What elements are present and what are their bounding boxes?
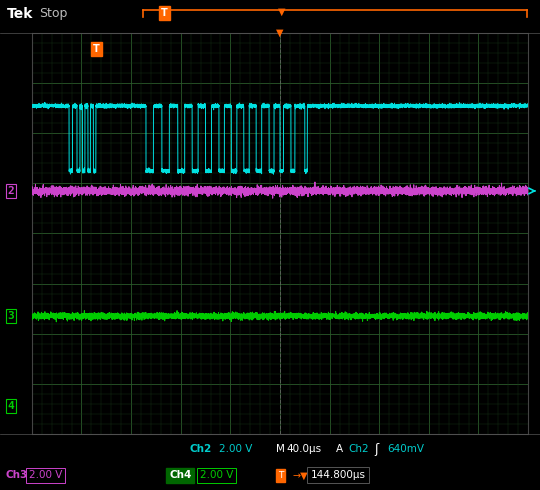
Text: 144.800μs: 144.800μs (310, 470, 366, 480)
Text: 3: 3 (8, 311, 15, 321)
Text: Stop: Stop (39, 7, 68, 20)
Text: 40.0μs: 40.0μs (286, 444, 321, 454)
Text: Ch4: Ch4 (169, 470, 191, 480)
Text: T: T (93, 44, 99, 54)
Text: M: M (276, 444, 285, 454)
Text: 2.00 V: 2.00 V (200, 470, 233, 480)
Text: T: T (161, 8, 168, 18)
Text: A: A (336, 444, 343, 454)
Text: Ch2: Ch2 (189, 444, 211, 454)
Text: Ch2: Ch2 (348, 444, 369, 454)
Text: T: T (278, 471, 284, 480)
Text: 4: 4 (8, 401, 15, 411)
Text: Ch3: Ch3 (5, 470, 28, 480)
Text: ▼: ▼ (276, 28, 284, 38)
Text: 2: 2 (8, 186, 15, 196)
Text: 640mV: 640mV (388, 444, 425, 454)
Text: 2.00 V: 2.00 V (219, 444, 252, 454)
Text: →▼: →▼ (293, 470, 308, 480)
Text: ʃ: ʃ (375, 443, 379, 456)
Text: ▼: ▼ (278, 7, 286, 17)
Text: 2.00 V: 2.00 V (29, 470, 62, 480)
Text: Tek: Tek (6, 7, 33, 21)
